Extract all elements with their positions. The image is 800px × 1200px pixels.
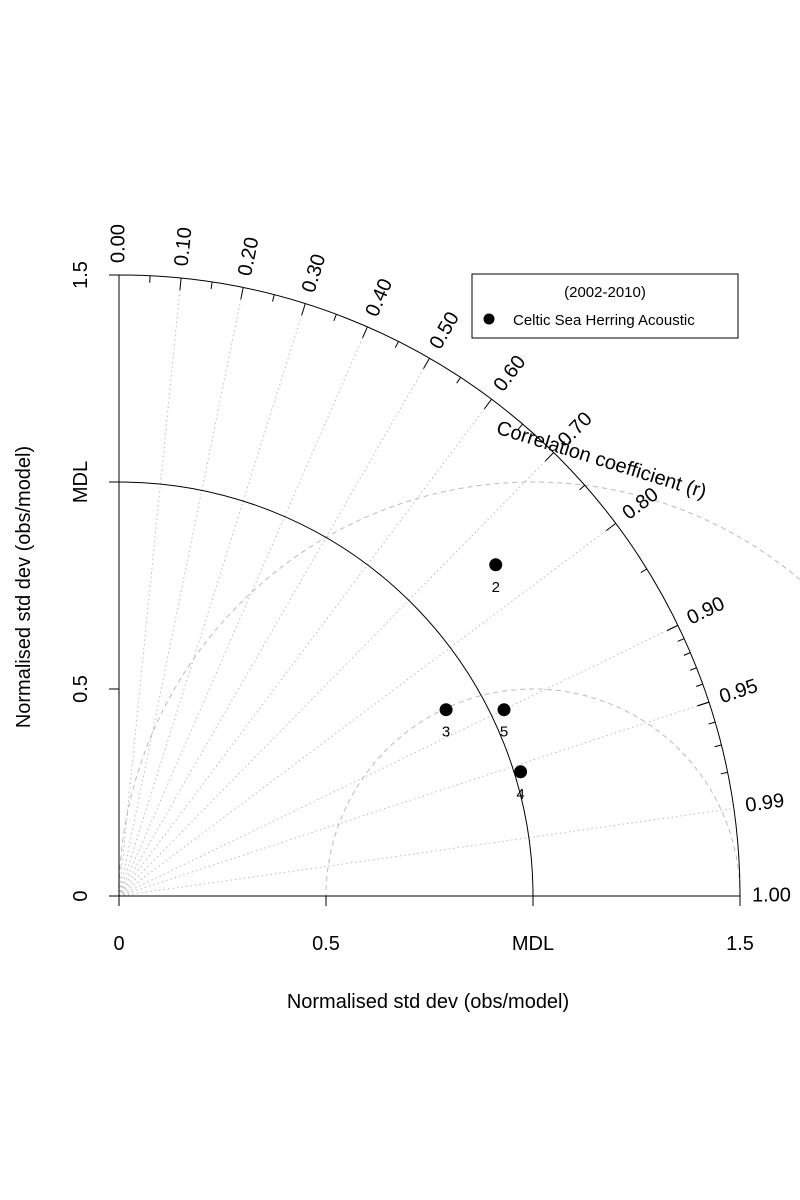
data-point-label-2: 2 bbox=[492, 579, 500, 596]
correlation-line-1 bbox=[118, 278, 182, 897]
data-point-label-4: 4 bbox=[516, 786, 524, 803]
correlation-label: 0.10 bbox=[171, 226, 197, 267]
x-tick-label: 0 bbox=[113, 933, 124, 955]
arc-tick-mark bbox=[666, 624, 679, 631]
correlation-line-6 bbox=[118, 398, 493, 897]
grid-layer bbox=[118, 275, 800, 897]
arc-tick-mark bbox=[720, 771, 728, 775]
arc-tick-mark bbox=[544, 452, 555, 462]
x-tick-label: 1.5 bbox=[726, 933, 754, 955]
data-point-label-3: 3 bbox=[442, 724, 450, 741]
correlation-label: 0.50 bbox=[425, 308, 464, 353]
arc-tick-mark bbox=[240, 287, 244, 300]
data-point-4 bbox=[514, 765, 528, 779]
legend-entry: Celtic Sea Herring Acoustic bbox=[513, 312, 695, 329]
arc-tick-mark bbox=[683, 652, 691, 656]
correlation-label: 0.60 bbox=[489, 351, 530, 395]
arc-tick-mark bbox=[708, 721, 716, 725]
correlation-line-2 bbox=[118, 287, 244, 897]
y-tick-label: 1.5 bbox=[70, 261, 92, 289]
arc-tick-mark bbox=[272, 294, 275, 302]
correlation-axis-title: Correlation coefficient (r) bbox=[494, 417, 709, 503]
outer-arc bbox=[118, 274, 741, 897]
legend-title: (2002-2010) bbox=[564, 284, 646, 301]
correlation-line-7 bbox=[118, 452, 555, 897]
correlation-line-11 bbox=[118, 807, 734, 897]
data-point-5 bbox=[497, 703, 511, 717]
x-tick-label: MDL bbox=[512, 933, 554, 955]
rms-contour-0 bbox=[325, 688, 741, 897]
reference-arc bbox=[118, 481, 534, 897]
y-tick-label: 0.5 bbox=[70, 675, 92, 703]
legend: (2002-2010) Celtic Sea Herring Acoustic bbox=[471, 273, 739, 339]
arc-tick-mark bbox=[697, 701, 710, 707]
axes-layer bbox=[109, 274, 741, 906]
correlation-label: 0.95 bbox=[717, 675, 761, 708]
correlation-label: 0.20 bbox=[234, 235, 263, 278]
correlation-label: 0.30 bbox=[298, 251, 331, 295]
data-point-2 bbox=[489, 558, 503, 572]
arc-tick-mark bbox=[605, 523, 617, 531]
points-layer: 2 3 5 4 bbox=[439, 558, 528, 803]
correlation-line-3 bbox=[118, 303, 306, 897]
correlation-line-9 bbox=[118, 624, 679, 897]
correlation-label: 0.80 bbox=[618, 483, 662, 524]
arc-tick-mark bbox=[179, 278, 182, 291]
correlation-label: 0.40 bbox=[361, 275, 397, 319]
x-axis-title: Normalised std dev (obs/model) bbox=[287, 991, 569, 1013]
arc-tick-mark bbox=[640, 568, 648, 573]
rms-contour-1 bbox=[118, 481, 800, 897]
y-axis-title: Normalised std dev (obs/model) bbox=[13, 446, 35, 728]
arc-tick-mark bbox=[579, 484, 586, 491]
legend-box bbox=[471, 273, 739, 339]
arc-tick-mark bbox=[517, 423, 524, 430]
correlation-label: 0.99 bbox=[744, 790, 786, 817]
correlation-line-8 bbox=[118, 523, 617, 897]
legend-marker bbox=[483, 313, 495, 325]
arc-tick-mark bbox=[456, 377, 461, 384]
x-tick-label: 0.5 bbox=[312, 933, 340, 955]
correlation-label: 1.00 bbox=[752, 884, 791, 906]
arc-tick-mark bbox=[333, 314, 337, 322]
y-tick-label: 0 bbox=[70, 890, 92, 901]
arc-tick-mark bbox=[714, 744, 722, 748]
correlation-line-5 bbox=[118, 357, 430, 897]
data-point-label-5: 5 bbox=[500, 724, 508, 741]
y-tick-label: MDL bbox=[70, 461, 92, 503]
correlation-label: 0.00 bbox=[107, 224, 129, 263]
correlation-label: 0.90 bbox=[684, 593, 729, 630]
arc-tick-mark bbox=[394, 341, 399, 348]
arc-tick-mark bbox=[301, 303, 306, 316]
correlation-line-4 bbox=[118, 326, 368, 897]
arc-tick-mark bbox=[483, 398, 493, 410]
arc-tick-mark bbox=[210, 281, 213, 290]
arc-tick-mark bbox=[362, 326, 368, 339]
arc-tick-mark bbox=[689, 667, 697, 671]
arc-tick-mark bbox=[695, 683, 703, 687]
arc-tick-mark bbox=[423, 357, 430, 369]
correlation-line-10 bbox=[118, 701, 710, 897]
arc-tick-mark bbox=[677, 638, 685, 642]
data-point-3 bbox=[439, 703, 453, 717]
